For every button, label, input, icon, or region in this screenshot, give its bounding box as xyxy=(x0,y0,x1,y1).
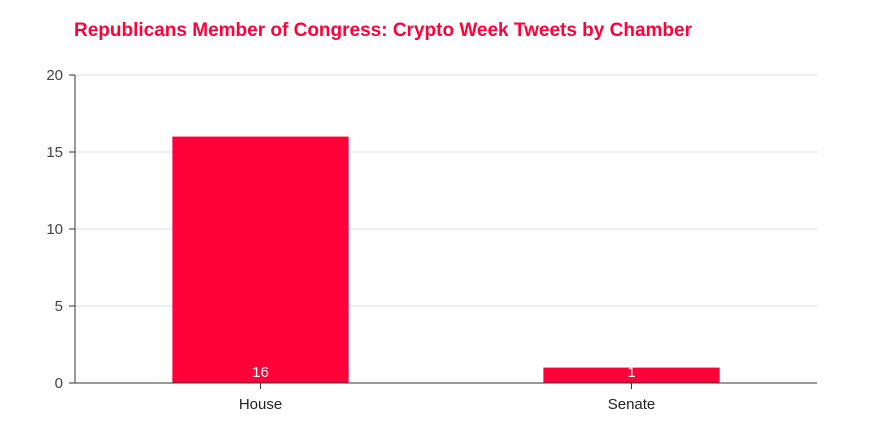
bar-senate xyxy=(543,367,720,383)
y-tick-label: 10 xyxy=(46,221,63,238)
x-axis-categories: House Senate xyxy=(239,383,655,413)
x-tick-label-senate: Senate xyxy=(608,396,656,413)
y-axis-ticks: 0 5 10 15 20 xyxy=(46,67,75,392)
chart-title: Republicans Member of Congress: Crypto W… xyxy=(74,20,692,41)
y-tick-label: 15 xyxy=(46,144,63,161)
data-label-house: 16 xyxy=(252,364,269,381)
x-tick-label-house: House xyxy=(239,396,282,413)
data-label-senate: 1 xyxy=(627,364,635,381)
y-tick-label: 5 xyxy=(55,298,63,315)
y-tick-label: 0 xyxy=(55,375,63,392)
y-tick-label: 20 xyxy=(46,67,63,84)
data-labels: 16 1 xyxy=(252,364,636,381)
bars xyxy=(172,136,720,383)
bar-house xyxy=(172,136,349,383)
